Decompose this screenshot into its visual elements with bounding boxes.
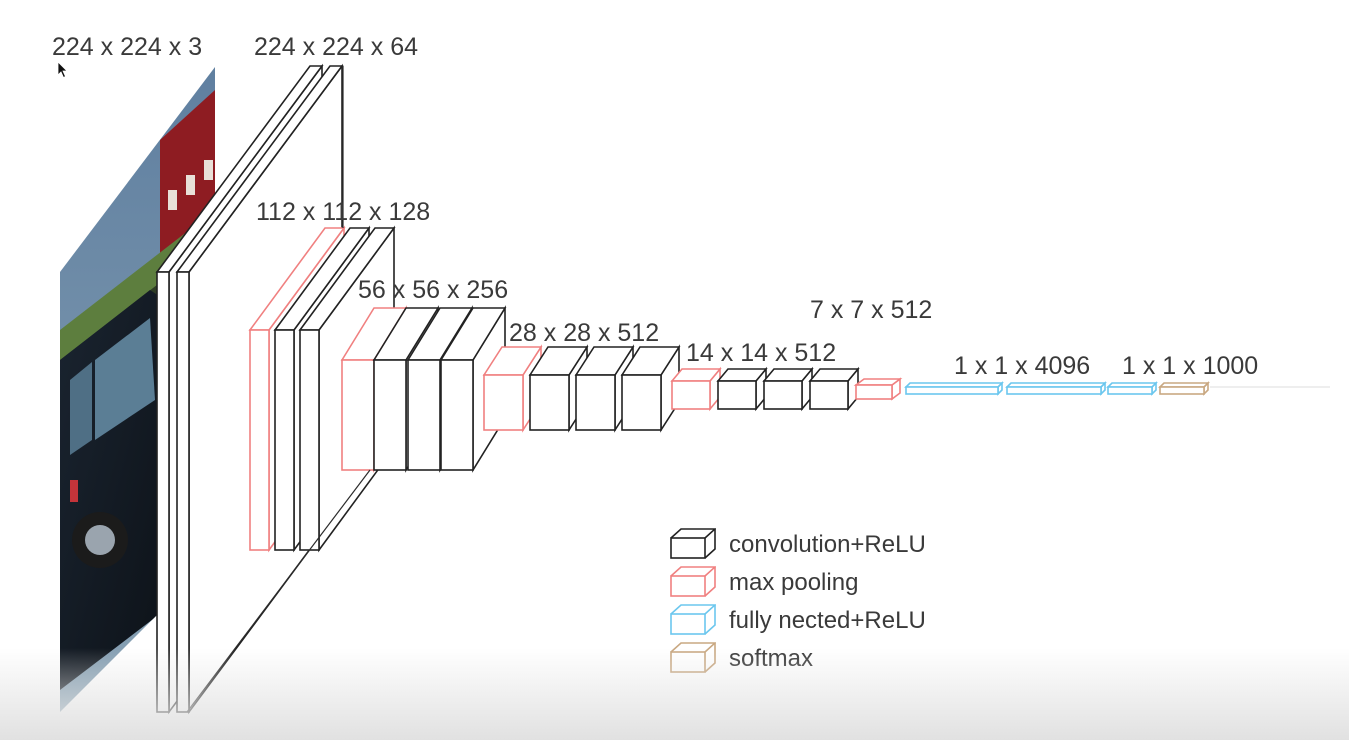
legend-swatch-fc-icon [670, 604, 716, 635]
conv3-block-c-front [440, 359, 474, 471]
fc1-block-front [905, 386, 999, 395]
conv4-block-c [620, 344, 681, 433]
label-softmax-dims: 1 x 1 x 1000 [1122, 352, 1259, 380]
conv2-pool-block-front [249, 329, 270, 551]
conv3-pool-block-front [341, 359, 375, 471]
conv4-pool-block-front [483, 374, 524, 431]
label-fc-dims: 1 x 1 x 4096 [954, 352, 1091, 380]
conv3-block-a-front [373, 359, 407, 471]
pool5-block-top [853, 378, 903, 386]
fc3-block [1106, 381, 1158, 396]
conv4-block-c-front [621, 374, 662, 431]
legend-label-fc: fully nected+ReLU [729, 607, 926, 634]
conv5-block-a [716, 366, 768, 412]
label-conv4-dims: 28 x 28 x 512 [509, 319, 660, 347]
conv1-block-a-front [156, 271, 170, 713]
conv4-block-a-front [529, 374, 570, 431]
pool5-block-front [855, 384, 893, 400]
label-input-dims: 224 x 224 x 3 [52, 33, 203, 61]
fc2-block [1005, 381, 1107, 396]
legend-label-conv: convolution+ReLU [729, 531, 926, 558]
conv2-block-a-front [274, 329, 295, 551]
fc1-block [904, 381, 1004, 396]
conv5-pool-block [670, 366, 722, 412]
conv5-pool-block-front [671, 380, 711, 410]
conv5-block-b-front [763, 380, 803, 410]
mouse-pointer-icon [57, 61, 68, 79]
legend-swatch-softmax-icon [670, 642, 716, 673]
conv5-block-b [762, 366, 814, 412]
label-conv5-dims: 14 x 14 x 512 [686, 339, 837, 367]
legend-swatch-pool-icon [670, 566, 716, 597]
label-conv1-dims: 224 x 224 x 64 [254, 33, 419, 61]
fc2-block-front [1006, 386, 1102, 395]
legend-swatch-conv-icon [670, 528, 716, 559]
label-pool5-dims: 7 x 7 x 512 [810, 296, 933, 324]
conv4-block-a [528, 344, 589, 433]
conv4-block-b-front [575, 374, 616, 431]
conv5-block-c-front [809, 380, 849, 410]
legend-label-softmax: softmax [729, 645, 814, 672]
fc3-block-front [1107, 386, 1153, 395]
conv5-block-a-front [717, 380, 757, 410]
conv2-block-b-front [299, 329, 320, 551]
pool5-block [853, 377, 903, 401]
legend-label-pool: max pooling [729, 569, 859, 596]
label-conv2-dims: 112 x 112 x 128 [256, 198, 431, 226]
label-conv3-dims: 56 x 56 x 256 [358, 276, 509, 304]
layer-blocks [155, 63, 1210, 715]
conv1-block-b-front [176, 271, 190, 713]
softmax-block-front [1159, 386, 1205, 395]
conv3-block-b-front [407, 359, 441, 471]
softmax-block [1158, 381, 1210, 396]
conv5-block-c [808, 366, 860, 412]
